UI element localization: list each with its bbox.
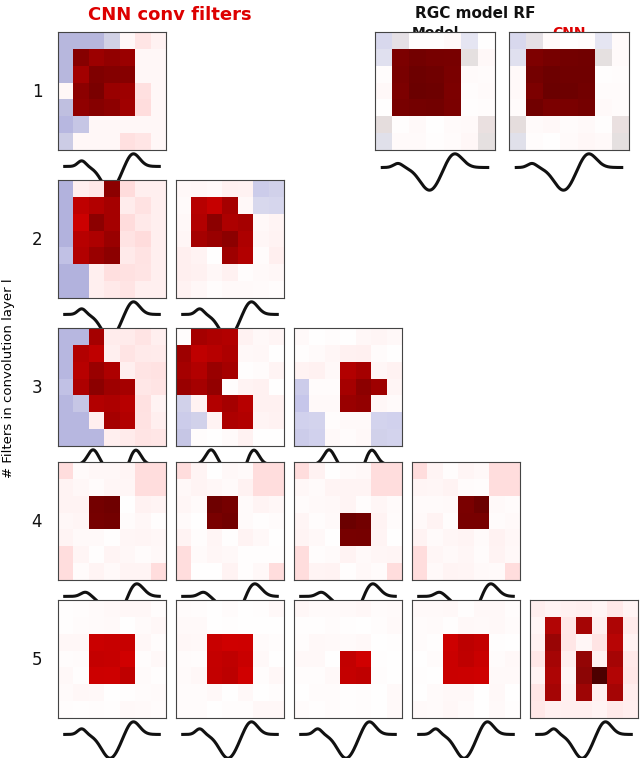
Text: Model: Model	[412, 26, 459, 40]
Text: 5: 5	[32, 651, 42, 669]
Text: 4: 4	[32, 513, 42, 531]
Text: 2: 2	[32, 231, 42, 249]
Text: # Filters in convolution layer l: # Filters in convolution layer l	[3, 278, 15, 478]
Text: RGC model RF: RGC model RF	[415, 5, 535, 20]
Text: 3: 3	[32, 379, 42, 397]
Text: CNN: CNN	[552, 26, 586, 40]
Text: 1: 1	[32, 83, 42, 101]
Text: CNN conv filters: CNN conv filters	[88, 6, 252, 24]
